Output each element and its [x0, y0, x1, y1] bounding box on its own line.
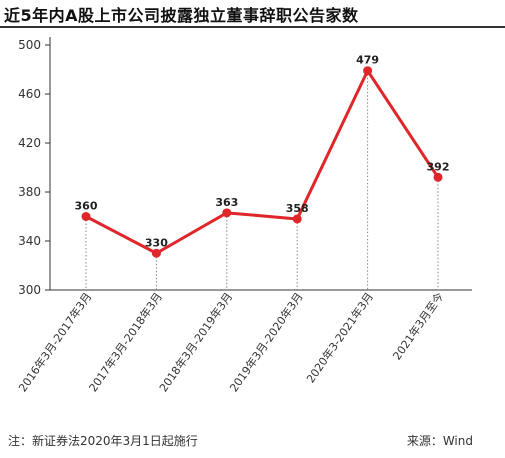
x-tick-label: 2019年3月-2020年3月	[227, 290, 306, 395]
data-label: 363	[215, 196, 238, 209]
data-label: 479	[356, 54, 379, 67]
series-line	[85, 69, 440, 255]
x-tick-label: 2020年3-2021年3月	[303, 290, 376, 386]
title-bar: 近5年内A股上市公司披露独立董事辞职公告家数	[0, 0, 505, 28]
data-point	[292, 214, 302, 224]
x-tick-label: 2018年3月-2019年3月	[156, 290, 235, 395]
y-tick-label: 500	[18, 38, 41, 52]
y-tick-label: 380	[18, 185, 41, 199]
data-point	[222, 208, 232, 218]
data-point	[151, 248, 161, 258]
x-tick-label: 2021年3月至今	[390, 290, 447, 363]
source-label: 来源：Wind	[406, 434, 473, 448]
data-label: 358	[286, 202, 309, 215]
data-label: 330	[145, 236, 168, 249]
chart-title: 近5年内A股上市公司披露独立董事辞职公告家数	[4, 6, 359, 25]
data-label: 360	[75, 200, 98, 213]
data-point	[81, 212, 91, 221]
y-tick-label: 460	[18, 87, 41, 101]
data-label: 392	[427, 160, 450, 173]
data-point	[363, 66, 373, 76]
line-chart: 300 340 380 420 460 500 360 330 363 358 479 392 2016…	[15, 37, 472, 395]
data-point	[433, 172, 443, 182]
x-tick-label: 2016年3月-2017年3月	[15, 290, 94, 395]
y-tick-label: 420	[18, 136, 41, 150]
x-tick-label: 2017年3月-2018年3月	[86, 290, 165, 395]
footnote: 注：新证券法2020年3月1日起施行	[8, 434, 198, 448]
y-tick-label: 340	[18, 234, 41, 248]
y-tick-label: 300	[18, 283, 41, 297]
